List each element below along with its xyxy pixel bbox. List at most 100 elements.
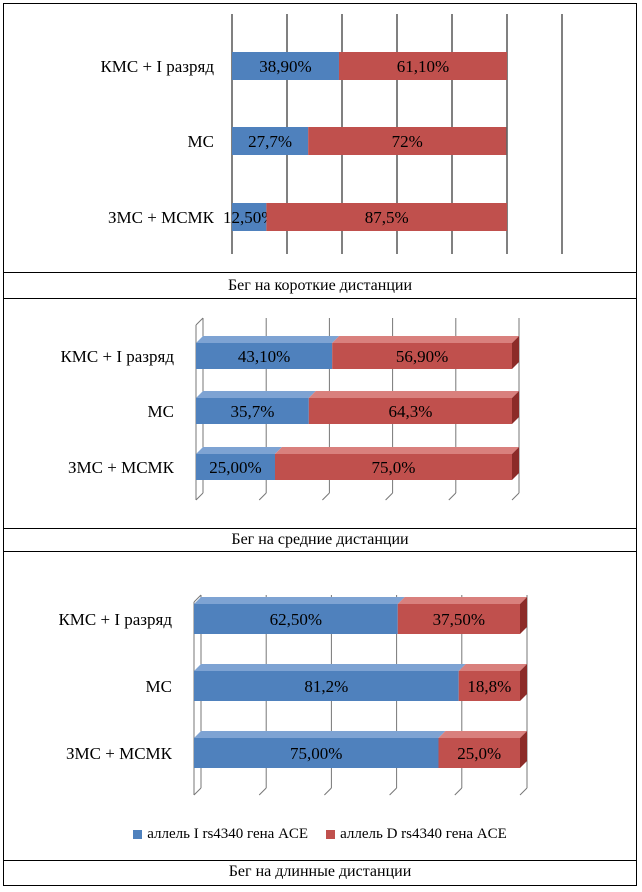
category-label: КМС + I разряд (60, 347, 174, 366)
legend-swatch-allele-I (133, 829, 143, 839)
data-label: 75,00% (290, 744, 342, 763)
caption-middle-distance: Бег на средние дистанции (231, 531, 409, 548)
divider (4, 528, 636, 529)
bar-top (458, 664, 527, 671)
bar (196, 343, 333, 369)
data-label: 64,3% (388, 402, 432, 421)
bar-side (512, 447, 519, 480)
category-label: КМС + I разряд (100, 57, 214, 76)
bar-side (520, 597, 527, 634)
bar-segment (266, 203, 507, 231)
divider (4, 272, 636, 273)
caption-short-distance: Бег на короткие дистанции (227, 277, 413, 294)
bar-side (520, 664, 527, 701)
bar (338, 52, 507, 80)
bar-side (512, 391, 519, 424)
chart-middle-distance: КМС + I разряд 43,10% 56,90% МС 35,7% 64,3% ЗМ… (60, 317, 520, 501)
legend-item-allele-D: аллель D rs4340 гена ACE (326, 826, 507, 843)
category-label: МС (188, 132, 214, 151)
gridline-floor (511, 492, 520, 501)
bar (308, 398, 512, 424)
bar-segment (308, 127, 507, 155)
data-label: 75,0% (372, 458, 416, 477)
bar-top (332, 336, 519, 343)
legend-label-allele-I: аллель I rs4340 гена ACE (147, 825, 309, 842)
bar-segment (196, 391, 316, 424)
bar-segment (194, 664, 466, 701)
bar-top (397, 597, 527, 604)
category-label: МС (148, 402, 174, 421)
bar-segment (275, 447, 519, 480)
bar (196, 454, 275, 480)
bar-side (512, 336, 519, 369)
bar-segment (458, 664, 527, 701)
axis-wall (193, 594, 202, 603)
bar-top (275, 447, 519, 454)
data-label: 27,7% (248, 132, 292, 151)
data-label: 62,50% (270, 610, 322, 629)
legend-label-allele-D: аллель D rs4340 гена ACE (340, 825, 507, 842)
bar-segment (438, 731, 527, 768)
caption-long-distance: Бег на длинные дистанции (228, 863, 412, 880)
bar (232, 203, 267, 231)
data-label: 87,5% (365, 208, 409, 227)
chart-short-distance: КМС + I разряд 38,90% 61,10% МС 27,7% 72% ЗМС … (100, 14, 563, 254)
bar (232, 52, 339, 80)
data-label: 72% (392, 132, 423, 151)
data-label: 43,10% (238, 347, 290, 366)
bar-segment (332, 336, 519, 369)
category-label: ЗМС + МСМК (108, 208, 215, 227)
legend-swatch-allele-D (326, 829, 336, 839)
gridline-floor (385, 492, 393, 501)
data-label: 37,50% (433, 610, 485, 629)
gridline-floor (258, 787, 267, 796)
category-label: ЗМС + МСМК (68, 458, 175, 477)
figure-frame (3, 3, 637, 886)
gridline-floor (389, 787, 397, 796)
bar-top (194, 664, 466, 671)
divider (4, 551, 636, 552)
chart-long-distance: КМС + I разряд 62,50% 37,50% МС 81,2% 18,8% ЗМ… (58, 594, 528, 796)
bar-segment (196, 447, 282, 480)
bar-segment (232, 52, 339, 80)
data-label: 35,7% (230, 402, 274, 421)
bar (196, 398, 309, 424)
bar-segment (196, 336, 340, 369)
bar (458, 671, 520, 701)
bar (232, 127, 309, 155)
gridline-floor (195, 492, 204, 501)
category-label: КМС + I разряд (58, 610, 172, 629)
legend-item-allele-I: аллель I rs4340 гена ACE (133, 826, 308, 843)
gridline-floor (324, 787, 332, 796)
bar (332, 343, 512, 369)
bar (194, 738, 439, 768)
gridline-floor (448, 492, 457, 501)
bar (397, 604, 520, 634)
axis-wall (195, 317, 204, 326)
legend: аллель I rs4340 гена ACE аллель D rs4340… (4, 823, 636, 845)
bar-top (196, 447, 282, 454)
bar-segment (194, 731, 446, 768)
bar-segment (194, 597, 405, 634)
data-label: 25,00% (209, 458, 261, 477)
bar (194, 671, 459, 701)
bar-top (194, 597, 405, 604)
bar-top (194, 731, 446, 738)
bar-segment (397, 597, 527, 634)
gridline-floor (519, 787, 528, 796)
divider (4, 860, 636, 861)
data-label: 38,90% (259, 57, 311, 76)
category-label: ЗМС + МСМК (66, 744, 173, 763)
data-label: 61,10% (397, 57, 449, 76)
gridline-floor (193, 787, 202, 796)
bar-top (308, 391, 519, 398)
bar-segment (232, 203, 267, 231)
bar-top (196, 391, 316, 398)
data-label: 81,2% (304, 677, 348, 696)
bar (308, 127, 507, 155)
data-label: 12,50% (223, 208, 275, 227)
data-label: 18,8% (467, 677, 511, 696)
gridline-floor (322, 492, 330, 501)
bar (194, 604, 398, 634)
gridline-floor (454, 787, 463, 796)
